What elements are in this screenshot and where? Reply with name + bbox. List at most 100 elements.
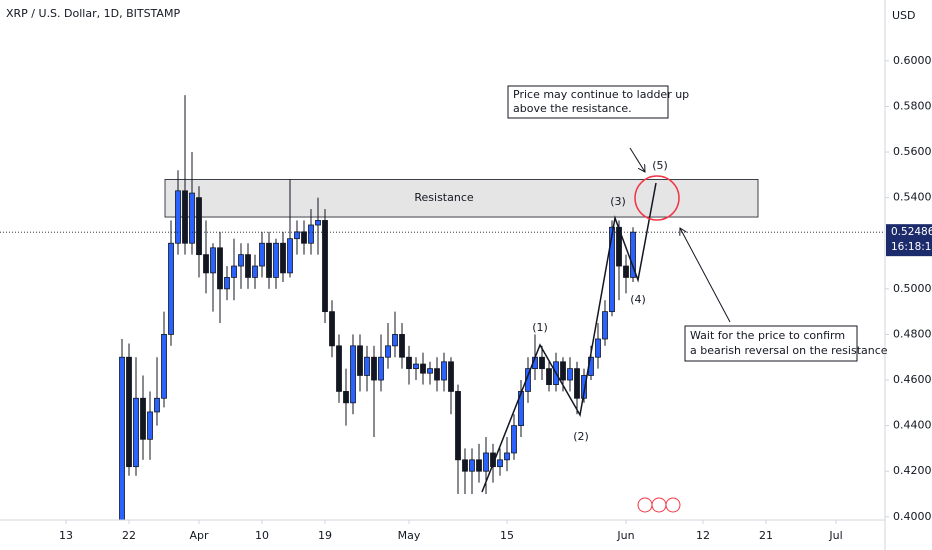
candle-body (595, 338, 601, 358)
x-tick-label: 21 (759, 529, 773, 542)
candle-body (427, 368, 433, 374)
candle-body (462, 459, 468, 472)
candle-body (476, 459, 482, 472)
candle-body (581, 375, 587, 399)
candle-body (161, 334, 167, 399)
candle-body (133, 397, 139, 468)
resistance-zone (164, 179, 759, 218)
wave-line (481, 182, 657, 493)
candle-body (385, 345, 391, 358)
candle-body (546, 368, 552, 385)
candle-body (364, 356, 370, 376)
candle-body (567, 368, 573, 381)
wave-label: (1) (532, 321, 548, 334)
candle-body (497, 459, 503, 468)
candle-body (329, 311, 335, 347)
wave-label: (3) (610, 195, 626, 208)
candle-body (252, 265, 258, 278)
event-icon[interactable] (637, 497, 653, 513)
chart-title: XRP / U.S. Dollar, 1D, BITSTAMP (6, 7, 180, 20)
candle-body (238, 254, 244, 267)
candle-body (140, 397, 146, 440)
candle-body (273, 242, 279, 278)
x-tick-label: May (398, 529, 421, 542)
candle-body (322, 220, 328, 313)
currency-label: USD (892, 9, 916, 22)
candle-body (315, 220, 321, 226)
candle-body (294, 231, 300, 240)
event-icon[interactable] (665, 497, 681, 513)
candle-body (469, 459, 475, 472)
candle-body (602, 311, 608, 340)
candle-body (280, 242, 286, 274)
candle-body (196, 197, 202, 256)
x-tick-label: 15 (500, 529, 514, 542)
candle-body (483, 452, 489, 472)
note-text: Wait for the price to confirm (690, 329, 845, 342)
candle-body (175, 190, 181, 244)
candle-body (399, 334, 405, 358)
candle-body (189, 192, 195, 244)
candle-body (623, 265, 629, 278)
event-icons[interactable] (637, 497, 681, 513)
candle-body (182, 190, 188, 244)
x-tick-label: Apr (189, 529, 209, 542)
candle-body (357, 345, 363, 376)
candle-body (504, 452, 510, 461)
candle-body (560, 361, 566, 381)
candle-body (371, 356, 377, 381)
wave-label: (5) (652, 159, 668, 172)
candles (119, 95, 636, 520)
candle-body (147, 411, 153, 440)
candle-body (210, 247, 216, 274)
countdown-label: 16:18:18 (891, 241, 932, 253)
event-icon[interactable] (651, 497, 667, 513)
candle-body (301, 231, 307, 244)
note-text: above the resistance. (513, 102, 632, 115)
candle-body (287, 238, 293, 274)
arrow (680, 228, 731, 323)
candle-body (231, 265, 237, 278)
candle-body (406, 356, 412, 370)
resistance-label: Resistance (414, 191, 474, 204)
candle-body (308, 224, 314, 244)
candle-body (154, 397, 160, 413)
candle-body (203, 254, 209, 274)
candle-body (413, 363, 419, 370)
y-tick-label: 0.60000 (893, 54, 932, 67)
candle-body (168, 242, 174, 335)
candle-body (434, 368, 440, 381)
candle-body (378, 356, 384, 381)
x-tick-label: 10 (255, 529, 269, 542)
candle-body (217, 247, 223, 290)
x-tick-label: 19 (318, 529, 332, 542)
last-price-box (886, 224, 932, 257)
candle-body (119, 356, 125, 520)
candle-body (224, 277, 230, 290)
note-box (684, 325, 858, 362)
wave-label: (4) (630, 293, 646, 306)
x-tick-label: 13 (59, 529, 73, 542)
candle-body (259, 242, 265, 267)
candle-body (343, 391, 349, 404)
x-tick-label: Jul (828, 529, 842, 542)
candle-body (448, 361, 454, 392)
note-text: Price may continue to ladder up (513, 88, 689, 101)
candle-body (511, 425, 517, 454)
target-circle (634, 175, 680, 221)
last-price-label: 0.52486 (891, 226, 932, 238)
candle-body (392, 334, 398, 347)
candle-body (455, 391, 461, 461)
resistance-layer: Resistance (164, 179, 759, 218)
arrow (629, 147, 645, 172)
candle-body (441, 361, 447, 381)
